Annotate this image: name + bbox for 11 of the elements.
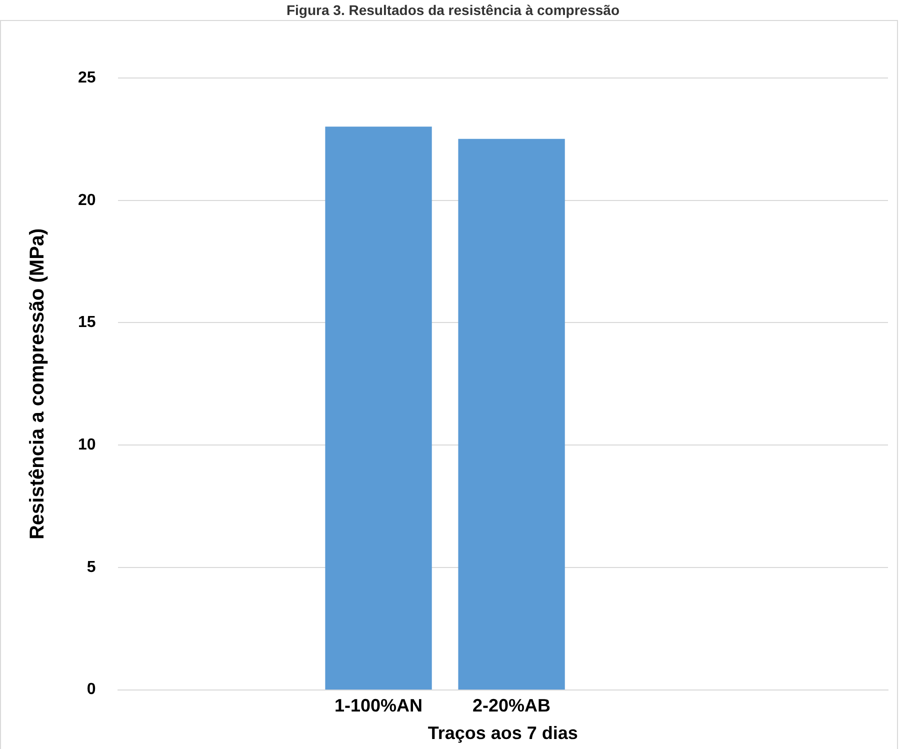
y-tick-label: 0: [86, 681, 96, 698]
y-tick-label: 20: [78, 192, 96, 209]
y-tick-label: 25: [78, 69, 96, 86]
chart-title: Figura 3. Resultados da resistência à compressão: [285, 2, 621, 18]
y-tick-label: 5: [86, 558, 96, 576]
y-axis-title: Resistência a compressão (MPa): [26, 228, 49, 540]
x-tick-label: 1-100%AN: [334, 696, 423, 716]
y-tick-label: 15: [78, 314, 96, 332]
x-tick-label: 2-20%AB: [472, 696, 551, 716]
y-tick-label: 10: [78, 436, 96, 454]
x-axis-title: Traços aos 7 dias: [428, 723, 578, 744]
